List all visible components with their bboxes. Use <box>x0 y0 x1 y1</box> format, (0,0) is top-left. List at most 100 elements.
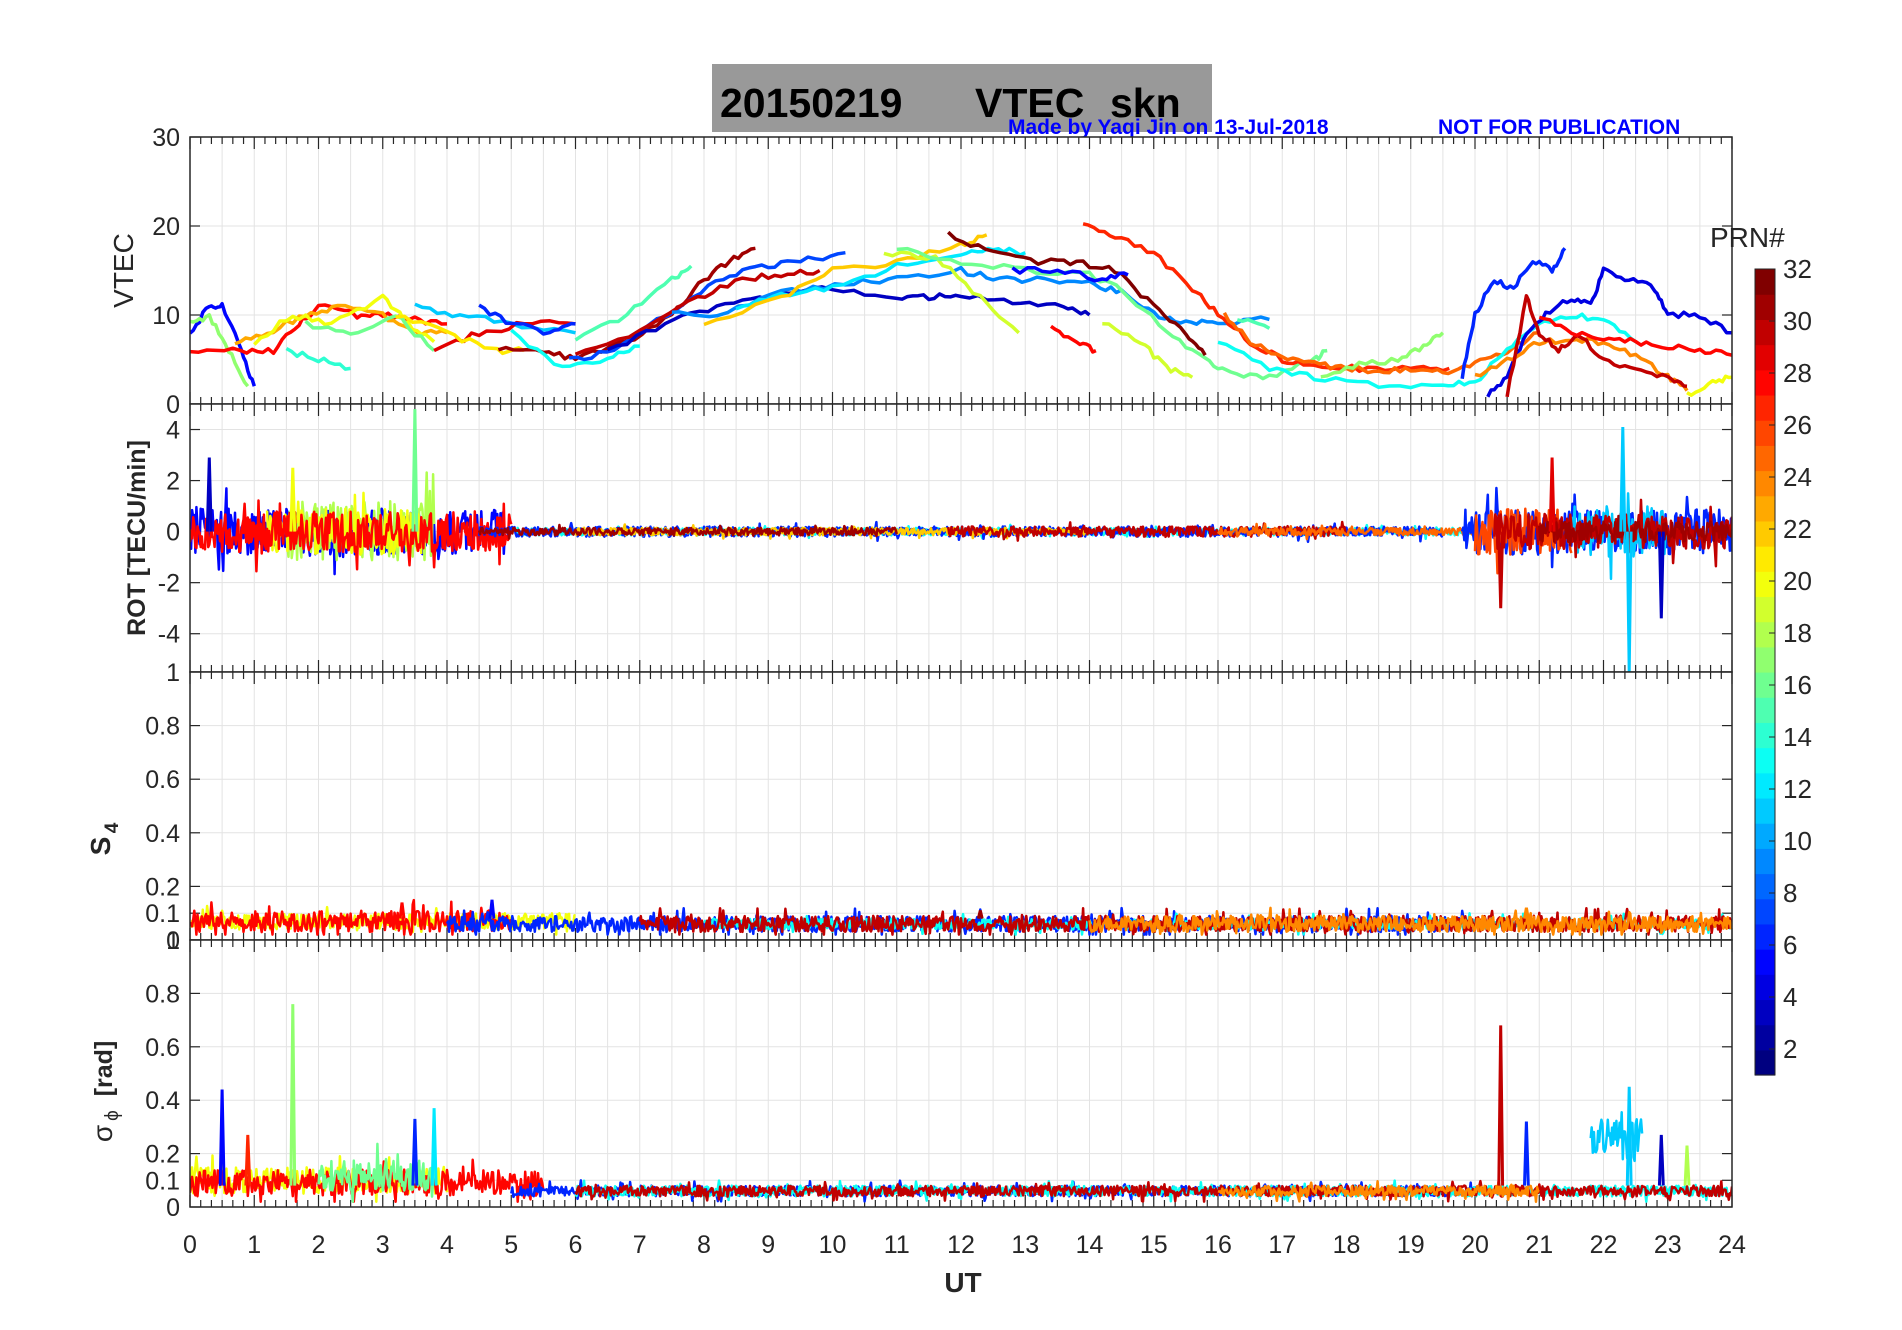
colorbar-segment <box>1755 1049 1775 1076</box>
colorbar-segment <box>1755 747 1775 774</box>
x-tick-label: 22 <box>1590 1231 1618 1259</box>
x-tick-label: 8 <box>697 1231 711 1259</box>
y-axis-title-subscript: 4 <box>102 822 123 833</box>
spike-prn-27 <box>244 1134 252 1186</box>
panel-s4: 00.10.2 0.4 0.6 0.8 1 S 4 <box>85 659 1733 955</box>
series-line-prn-25 <box>1222 311 1540 376</box>
y-tick-label: 0.6 <box>145 1034 180 1062</box>
colorbar-tick-label: 12 <box>1783 774 1812 804</box>
colorbar-segment <box>1755 949 1775 975</box>
panel-data <box>190 1004 1732 1203</box>
spike-prn-30 <box>1497 531 1505 609</box>
colorbar-segment <box>1755 1024 1775 1051</box>
spike-prn-11 <box>1625 1086 1633 1186</box>
colorbar-segment <box>1755 571 1775 598</box>
colorbar-segment <box>1755 470 1775 497</box>
title-date: 20150219 <box>720 80 902 126</box>
series-line-prn-13 <box>510 328 640 369</box>
x-tick-label: 0 <box>183 1231 197 1259</box>
spike-prn-24 <box>1523 907 1530 919</box>
spike-prn-30 <box>1497 1025 1505 1186</box>
series-line-prn-5 <box>1011 266 1129 283</box>
x-tick-label: 1 <box>247 1231 261 1259</box>
y-tick-label: 0.1 <box>145 1167 180 1195</box>
y-tick-label: 30 <box>152 124 180 152</box>
series-line-prn-13 <box>1217 312 1637 390</box>
series-line-prn-31 <box>477 523 899 540</box>
y-tick-label: -2 <box>158 570 180 598</box>
colorbar-tick-label: 4 <box>1783 982 1797 1012</box>
colorbar-segment <box>1755 823 1775 849</box>
series-line-prn-30 <box>946 520 1348 542</box>
y-tick-label: -4 <box>158 621 180 649</box>
series-line-prn-20 <box>1686 374 1732 397</box>
y-tick-label: 0.4 <box>145 1087 180 1115</box>
series-line-prn-28 <box>1538 315 1732 357</box>
series-line-prn-31 <box>497 246 756 362</box>
spike-prn-3 <box>205 457 213 532</box>
y-axis-title: σ <box>87 1125 118 1142</box>
panel-data <box>190 222 1732 398</box>
series-line-prn-17 <box>1320 331 1445 379</box>
panel-data <box>190 409 1732 672</box>
series-line-prn-11 <box>1589 1111 1644 1163</box>
y-tick-label: 0 <box>166 391 180 419</box>
colorbar-segment <box>1755 898 1775 925</box>
series-line-prn-20 <box>253 293 436 346</box>
colorbar-tick-label: 16 <box>1783 670 1812 700</box>
y-axis-title: S <box>85 837 116 856</box>
x-tick-label: 18 <box>1333 1231 1361 1259</box>
y-tick-label: 0.2 <box>145 1141 180 1169</box>
spike-prn-11 <box>1625 531 1633 672</box>
colorbar-tick-label: 6 <box>1783 930 1797 960</box>
series-line-prn-6 <box>478 303 576 336</box>
spike-prn-29 <box>1548 457 1556 532</box>
x-tick-label: 5 <box>504 1231 518 1259</box>
x-tick-label: 16 <box>1204 1231 1232 1259</box>
spike-prn-11 <box>1619 426 1627 532</box>
panel-frame <box>189 939 1733 1208</box>
y-axis-title: ROT [TECU/min] <box>123 440 151 636</box>
x-tick-label: 9 <box>761 1231 775 1259</box>
y-tick-label: 0.8 <box>145 713 180 741</box>
credit-text: Made by Yaqi Jin on 13-Jul-2018 <box>1008 116 1329 139</box>
series-line-prn-31 <box>1538 514 1732 547</box>
colorbar-segment <box>1755 344 1775 371</box>
title-station: skn <box>1110 80 1181 126</box>
y-axis-title-unit: [rad] <box>90 1041 118 1097</box>
x-tick-label: 7 <box>633 1231 647 1259</box>
x-tick-label: 24 <box>1718 1231 1746 1259</box>
series-line-prn-5 <box>190 301 256 387</box>
spike-prn-6 <box>1523 1121 1530 1186</box>
y-tick-label: 4 <box>166 417 180 445</box>
colorbar-segment <box>1755 697 1775 723</box>
y-tick-label: 2 <box>166 468 180 496</box>
series-line-prn-15 <box>574 264 693 342</box>
colorbar-segment <box>1755 848 1775 875</box>
y-axis-title: VTEC <box>108 233 139 308</box>
colorbar-segment <box>1755 772 1775 799</box>
colorbar-tick-label: 2 <box>1783 1034 1797 1064</box>
series-line-prn-19 <box>1102 322 1194 379</box>
series-line-prn-30 <box>574 268 821 356</box>
title-quantity: VTEC <box>975 80 1084 126</box>
spike-prn-3 <box>1657 1134 1665 1186</box>
colorbar-frame <box>1754 268 1776 1076</box>
colorbar-segment <box>1755 722 1775 749</box>
colorbar-segment <box>1755 974 1775 1001</box>
x-tick-label: 11 <box>884 1231 910 1259</box>
colorbar-segment <box>1755 520 1775 547</box>
series-line-prn-15 <box>1236 317 1271 330</box>
series-line-prn-17 <box>190 313 250 388</box>
spike-prn-12 <box>430 1108 438 1186</box>
series-line-prn-29 <box>433 319 576 353</box>
colorbar-segment <box>1755 495 1775 522</box>
series-line-prn-11 <box>414 302 576 335</box>
series-line-prn-24 <box>1088 906 1732 936</box>
colorbar-tick-label: 10 <box>1783 826 1812 856</box>
series-line-prn-16 <box>317 1142 436 1203</box>
series-line-prn-21 <box>395 314 525 356</box>
